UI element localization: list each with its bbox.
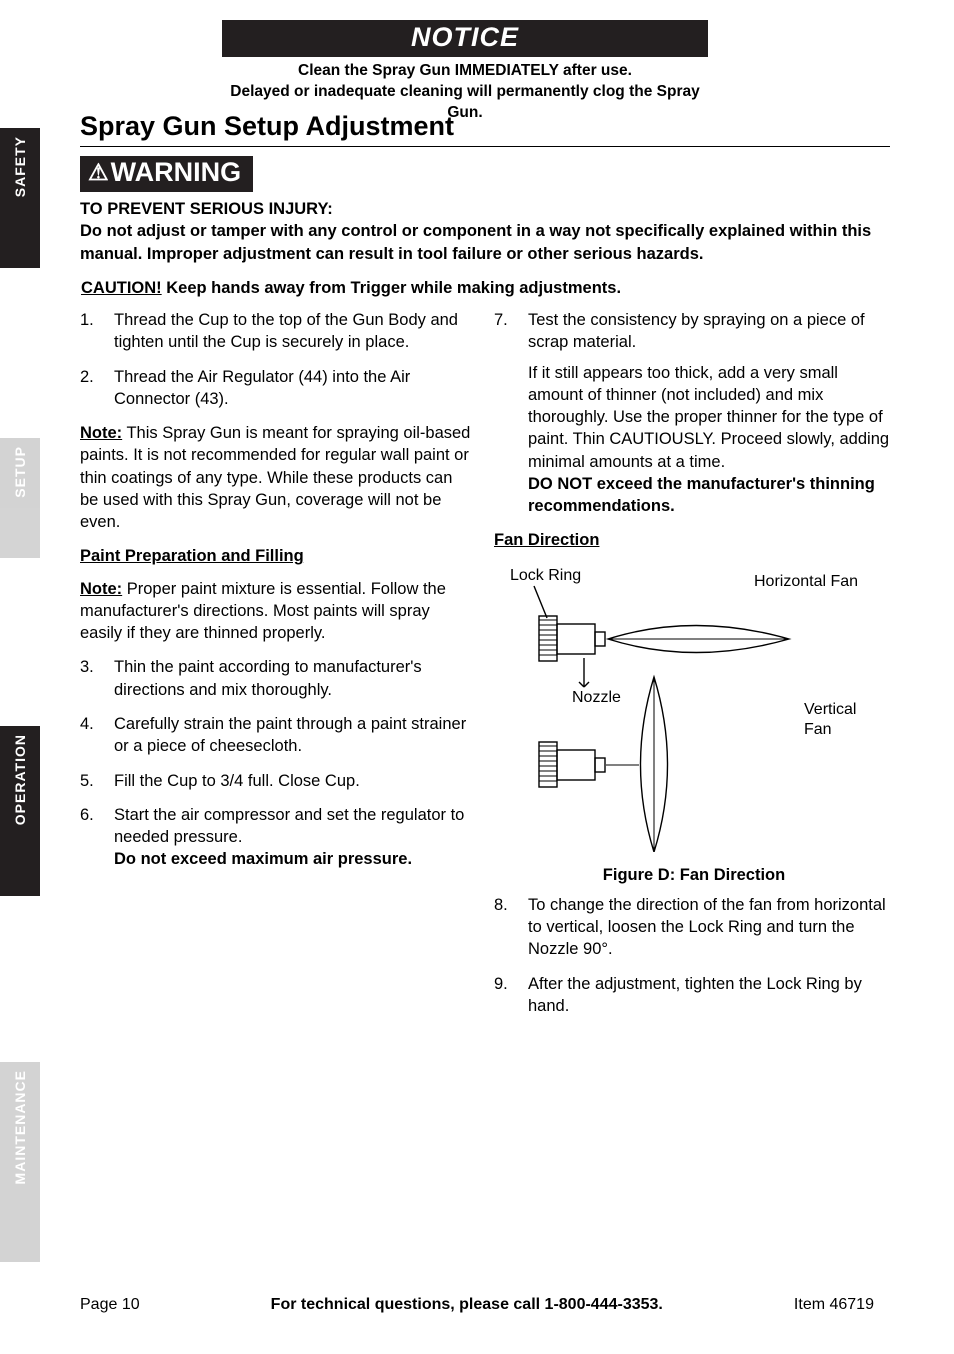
note-1-text: This Spray Gun is meant for spraying oil…	[80, 424, 470, 531]
step-2: 2. Thread the Air Regulator (44) into the…	[80, 366, 475, 411]
notice-banner: NOTICE Clean the Spray Gun IMMEDIATELY a…	[222, 20, 708, 124]
sidebar-tab-maintenance: MAINTENANCE	[0, 1062, 40, 1262]
step-3-text: Thin the paint according to manufacturer…	[114, 658, 422, 698]
warning-body: Do not adjust or tamper with any control…	[80, 222, 871, 262]
label-vertical-fan-2: Fan	[804, 721, 832, 738]
step-6-text-b: Do not exceed maximum air pressure.	[114, 850, 412, 868]
warning-text: TO PREVENT SERIOUS INJURY: Do not adjust…	[80, 198, 890, 265]
sidebar-tab-maintenance-label: MAINTENANCE	[12, 1062, 28, 1192]
step-6-num: 6.	[80, 804, 94, 826]
step-5-text: Fill the Cup to 3/4 full. Close Cup.	[114, 772, 360, 790]
warning-label: ⚠WARNING	[80, 156, 253, 192]
page-footer: Page 10 For technical questions, please …	[0, 1296, 954, 1314]
step-6-text-a: Start the air compressor and set the reg…	[114, 806, 464, 846]
step-2-text: Thread the Air Regulator (44) into the A…	[114, 368, 410, 408]
step-8: 8. To change the direction of the fan fro…	[494, 894, 894, 961]
vertical-lock-ring-icon	[539, 742, 557, 787]
horizontal-fan-icon	[608, 625, 789, 652]
step-6: 6. Start the air compressor and set the r…	[80, 804, 475, 871]
warning-triangle-icon: ⚠	[88, 159, 109, 186]
sidebar-tab-operation-label: OPERATION	[12, 726, 28, 833]
sub-heading-fan-direction: Fan Direction	[494, 529, 894, 551]
footer-page: Page 10	[80, 1296, 140, 1314]
step-7: 7. Test the consistency by spraying on a…	[494, 309, 894, 517]
step-4: 4. Carefully strain the paint through a p…	[80, 713, 475, 758]
leader-lock-ring	[534, 586, 547, 618]
step-1: 1. Thread the Cup to the top of the Gun B…	[80, 309, 475, 354]
step-7-text-a: Test the consistency by spraying on a pi…	[528, 311, 865, 351]
notice-line1: Clean the Spray Gun IMMEDIATELY after us…	[298, 62, 632, 79]
step-5: 5. Fill the Cup to 3/4 full. Close Cup.	[80, 770, 475, 792]
note-2-lead: Note:	[80, 580, 122, 598]
page-title: Spray Gun Setup Adjustment	[80, 111, 890, 147]
step-7-num: 7.	[494, 309, 508, 331]
warning-label-text: WARNING	[111, 157, 242, 187]
sidebar-tab-safety-label: SAFETY	[12, 128, 28, 205]
leader-nozzle-tick-r	[584, 682, 589, 687]
fan-direction-diagram: Lock Ring Horizontal Fan Nozzle	[494, 562, 894, 852]
step-9: 9. After the adjustment, tighten the Lock…	[494, 973, 894, 1018]
leader-nozzle-tick-l	[579, 682, 584, 687]
label-lock-ring: Lock Ring	[510, 567, 581, 584]
step-9-text: After the adjustment, tighten the Lock R…	[528, 975, 862, 1015]
column-right: 7. Test the consistency by spraying on a…	[494, 309, 894, 1029]
footer-item: Item 46719	[794, 1296, 874, 1314]
note-2: Note: Proper paint mixture is essential.…	[80, 578, 475, 645]
caution-text: Keep hands away from Trigger while makin…	[162, 279, 621, 297]
vertical-nozzle-icon	[557, 750, 605, 780]
label-nozzle: Nozzle	[572, 689, 621, 706]
sidebar-tab-setup-label: SETUP	[12, 438, 28, 506]
sidebar-tab-setup: SETUP	[0, 438, 40, 558]
sub-heading-paint-prep: Paint Preparation and Filling	[80, 545, 475, 567]
step-3: 3. Thin the paint according to manufactur…	[80, 656, 475, 701]
notice-heading: NOTICE	[222, 20, 708, 57]
step-9-num: 9.	[494, 973, 508, 995]
figure-d-fan-direction: Lock Ring Horizontal Fan Nozzle	[494, 562, 894, 862]
step-8-text: To change the direction of the fan from …	[528, 896, 886, 959]
step-4-num: 4.	[80, 713, 94, 735]
sidebar-tab-operation: OPERATION	[0, 726, 40, 896]
horizontal-nozzle-icon	[557, 624, 605, 654]
horizontal-lock-ring-icon	[539, 616, 557, 661]
note-1-lead: Note:	[80, 424, 122, 442]
note-1: Note: This Spray Gun is meant for sprayi…	[80, 422, 475, 533]
caution-line: CAUTION! Keep hands away from Trigger wh…	[81, 279, 891, 298]
footer-phone: For technical questions, please call 1-8…	[271, 1296, 663, 1314]
step-4-text: Carefully strain the paint through a pai…	[114, 715, 466, 755]
step-2-num: 2.	[80, 366, 94, 388]
label-horizontal-fan: Horizontal Fan	[754, 573, 858, 590]
caution-label: CAUTION!	[81, 279, 162, 297]
step-7-text-b: If it still appears too thick, add a ver…	[528, 364, 889, 471]
step-1-text: Thread the Cup to the top of the Gun Bod…	[114, 311, 458, 351]
warning-lead: TO PREVENT SERIOUS INJURY:	[80, 200, 333, 218]
figure-d-caption: Figure D: Fan Direction	[494, 864, 894, 886]
step-5-num: 5.	[80, 770, 94, 792]
column-left: 1. Thread the Cup to the top of the Gun B…	[80, 309, 475, 883]
sidebar-tab-safety: SAFETY	[0, 128, 40, 268]
label-vertical-fan-1: Vertical	[804, 701, 856, 718]
step-8-num: 8.	[494, 894, 508, 916]
note-2-text: Proper paint mixture is essential. Follo…	[80, 580, 446, 643]
step-7-text-c: DO NOT exceed the manufacturer's thinnin…	[528, 475, 875, 515]
step-1-num: 1.	[80, 309, 94, 331]
step-3-num: 3.	[80, 656, 94, 678]
